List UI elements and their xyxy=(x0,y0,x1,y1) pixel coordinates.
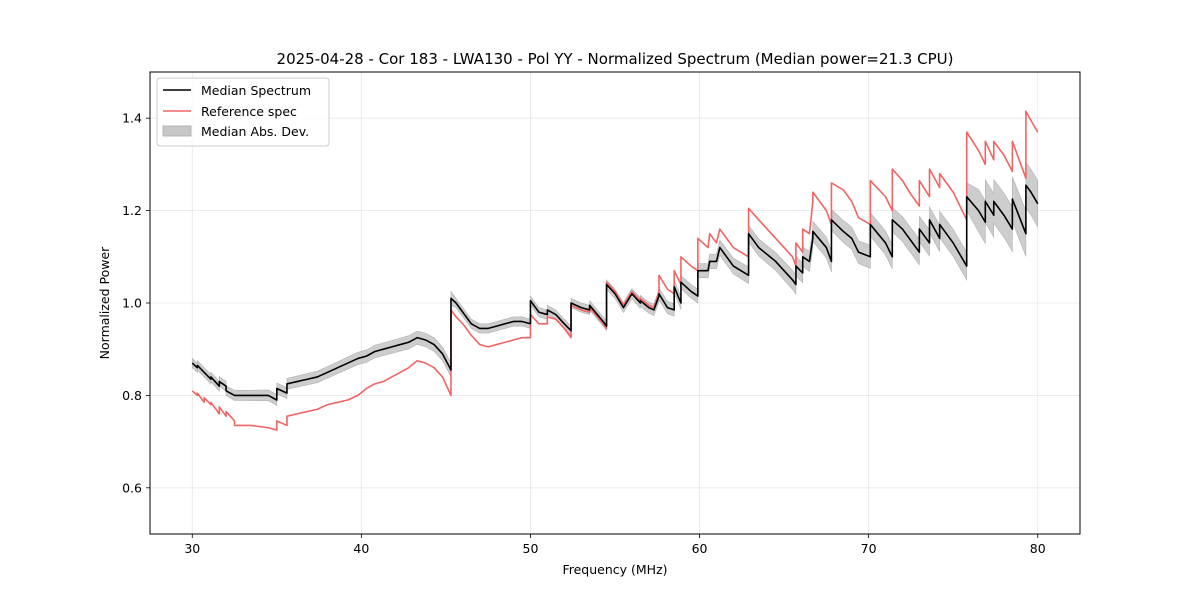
legend-label-median: Median Spectrum xyxy=(201,83,311,98)
x-tick-label: 30 xyxy=(184,541,200,556)
legend-label-reference: Reference spec xyxy=(201,104,297,119)
x-tick-label: 70 xyxy=(861,541,877,556)
y-axis-ticks: 0.6 0.8 1.0 1.2 1.4 xyxy=(122,111,150,495)
legend-swatch-mad xyxy=(162,125,192,137)
x-tick-label: 80 xyxy=(1030,541,1046,556)
x-tick-label: 50 xyxy=(523,541,539,556)
mad-band-group xyxy=(191,161,1039,406)
x-tick-label: 40 xyxy=(353,541,369,556)
x-tick-label: 60 xyxy=(692,541,708,556)
x-axis-ticks: 30 40 50 60 70 80 xyxy=(184,534,1046,556)
y-tick-label: 0.6 xyxy=(122,480,142,495)
median-spectrum-line xyxy=(191,184,1039,401)
chart-title: 2025-04-28 - Cor 183 - LWA130 - Pol YY -… xyxy=(277,50,954,68)
legend-label-mad: Median Abs. Dev. xyxy=(201,124,309,139)
y-tick-label: 1.4 xyxy=(122,111,142,126)
x-axis-label: Frequency (MHz) xyxy=(562,562,667,577)
reference-spec-line xyxy=(191,110,1039,431)
mad-band xyxy=(191,161,1039,406)
series-lines-group xyxy=(191,110,1039,431)
legend-box xyxy=(156,77,330,147)
legend: Median Spectrum Reference spec Median Ab… xyxy=(156,77,330,147)
y-axis-label: Normalized Power xyxy=(97,246,112,360)
y-tick-label: 1.2 xyxy=(122,203,142,218)
y-tick-label: 1.0 xyxy=(122,296,142,311)
y-tick-label: 0.8 xyxy=(122,388,142,403)
